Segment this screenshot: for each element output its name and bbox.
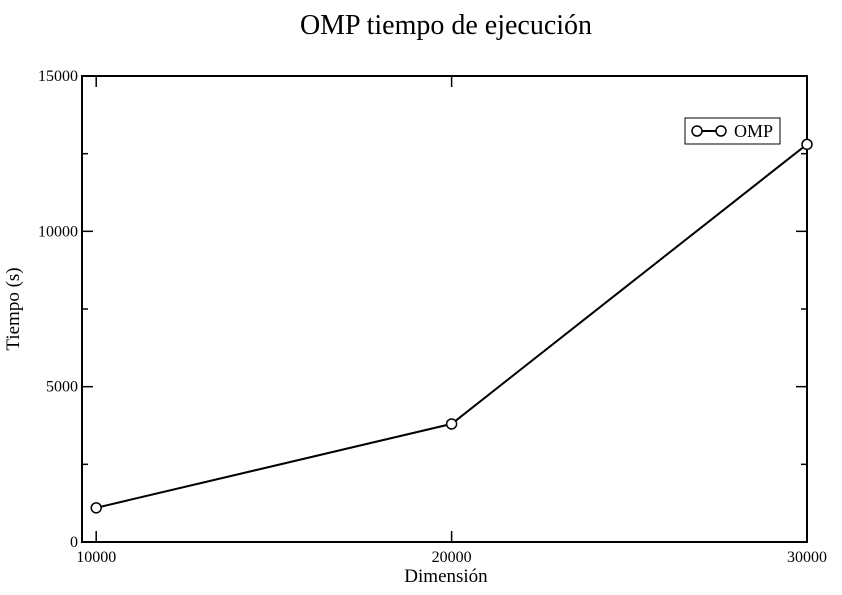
legend-marker-omp [691,125,703,137]
legend: OMP [684,117,781,145]
y-tick-label: 10000 [38,223,78,240]
legend-marker-omp-2 [715,125,727,137]
y-tick-label: 5000 [46,379,78,396]
x-tick-label: 10000 [76,549,116,566]
plot-frame [81,75,808,543]
data-point [445,418,458,430]
y-tick-label: 15000 [38,68,78,85]
series-line-omp [95,143,808,509]
data-point [801,138,813,151]
chart-title: OMP tiempo de ejecución [300,10,592,41]
y-tick-label: 0 [70,534,78,551]
x-axis-label: Dimensión [404,566,488,587]
data-point [90,502,102,514]
x-tick-label: 20000 [432,549,472,566]
axis-ticks [82,75,808,543]
series-layer [90,138,813,514]
legend-label-omp: OMP [734,121,773,141]
y-axis-label: Tiempo (s) [3,267,24,350]
x-tick-label: 30000 [787,549,827,566]
axis-tick-labels: 0 5000 10000 15000 10000 20000 30000 [38,68,827,566]
